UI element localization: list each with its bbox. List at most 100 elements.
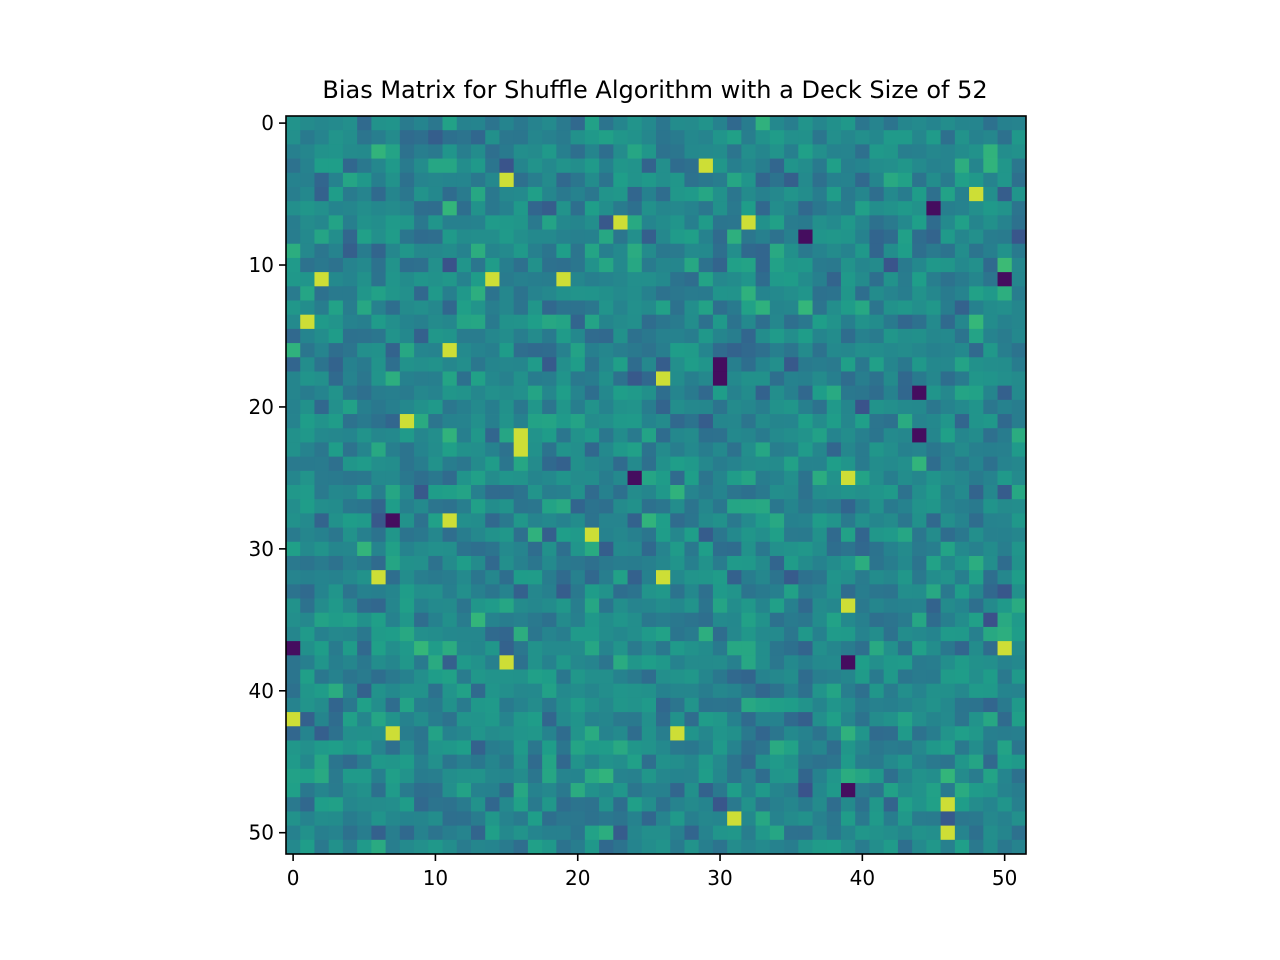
heatmap-cell: [328, 385, 344, 401]
heatmap-cell: [656, 584, 671, 599]
heatmap-cell: [371, 513, 387, 528]
heatmap-cell: [883, 371, 899, 387]
heatmap-cell: [841, 357, 856, 372]
heatmap-cell: [399, 754, 415, 770]
heatmap-cell: [769, 328, 785, 344]
heatmap-cell: [371, 726, 387, 741]
heatmap-cell: [670, 598, 685, 614]
heatmap-cell: [969, 314, 984, 330]
heatmap-cell: [755, 186, 771, 202]
heatmap-cell: [741, 343, 757, 358]
heatmap-cell: [485, 116, 500, 131]
heatmap-cell: [357, 116, 372, 131]
heatmap-cell: [499, 797, 515, 812]
heatmap-cell: [926, 527, 942, 543]
heatmap-cell: [769, 697, 785, 713]
heatmap-cell: [656, 839, 671, 855]
heatmap-cell: [385, 257, 401, 273]
heatmap-cell: [940, 626, 956, 642]
heatmap-cell: [371, 130, 387, 145]
heatmap-cell: [784, 811, 799, 827]
heatmap-cell: [656, 513, 671, 528]
heatmap-cell: [286, 144, 301, 159]
heatmap-cell: [527, 598, 543, 614]
heatmap-cell: [841, 499, 856, 514]
heatmap-cell: [755, 839, 771, 855]
heatmap-cell: [584, 371, 600, 387]
heatmap-cell: [342, 697, 358, 713]
heatmap-cell: [926, 158, 942, 174]
heatmap-cell: [769, 215, 785, 230]
heatmap-cell: [286, 201, 301, 216]
heatmap-cell: [698, 527, 714, 543]
heatmap-cell: [997, 825, 1013, 841]
heatmap-cell: [314, 428, 330, 443]
heatmap-cell: [755, 357, 771, 372]
heatmap-cell: [969, 116, 984, 131]
heatmap-cell: [542, 414, 557, 429]
heatmap-cell: [456, 768, 472, 784]
heatmap-cell: [414, 328, 429, 344]
heatmap-cell: [769, 172, 785, 188]
heatmap-cell: [542, 201, 557, 216]
heatmap-cell: [883, 385, 899, 401]
heatmap-cell: [371, 257, 387, 273]
heatmap-cell: [442, 783, 458, 798]
heatmap-cell: [556, 371, 572, 387]
heatmap-cell: [328, 768, 344, 784]
heatmap-cell: [399, 811, 415, 827]
heatmap-cell: [641, 428, 657, 443]
heatmap-cell: [897, 357, 913, 372]
heatmap-cell: [471, 598, 486, 614]
heatmap-cell: [627, 683, 643, 699]
heatmap-cell: [954, 385, 970, 401]
heatmap-cell: [769, 712, 785, 727]
heatmap-cell: [969, 186, 984, 202]
heatmap-cell: [812, 740, 828, 756]
heatmap-cell: [584, 428, 600, 443]
heatmap-cell: [471, 286, 486, 301]
heatmap-cell: [357, 357, 372, 372]
heatmap-cell: [371, 626, 387, 642]
x-tick-label: 40: [850, 866, 875, 890]
heatmap-cell: [456, 300, 472, 316]
heatmap-cell: [399, 201, 415, 216]
heatmap-cell: [442, 825, 458, 841]
heatmap-cell: [599, 272, 614, 287]
heatmap-cell: [954, 186, 970, 202]
heatmap-cell: [812, 598, 828, 614]
heatmap-cell: [599, 172, 614, 188]
heatmap-cell: [314, 243, 330, 259]
heatmap-cell: [371, 172, 387, 188]
heatmap-cell: [471, 740, 486, 756]
heatmap-cell: [656, 555, 671, 571]
heatmap-cell: [300, 641, 315, 656]
heatmap-cell: [997, 570, 1013, 585]
heatmap-cell: [656, 272, 671, 287]
heatmap-cell: [385, 669, 401, 685]
heatmap-cell: [954, 726, 970, 741]
heatmap-cell: [755, 612, 771, 628]
heatmap-cell: [542, 783, 557, 798]
heatmap-cell: [997, 740, 1013, 756]
heatmap-cell: [584, 399, 600, 415]
heatmap-cell: [556, 598, 572, 614]
heatmap-cell: [414, 428, 429, 443]
heatmap-cell: [342, 414, 358, 429]
heatmap-cell: [656, 470, 671, 486]
heatmap-cell: [897, 754, 913, 770]
heatmap-cell: [456, 683, 472, 699]
heatmap-cell: [371, 300, 387, 316]
heatmap-cell: [784, 570, 799, 585]
heatmap-cell: [328, 740, 344, 756]
heatmap-cell: [641, 314, 657, 330]
heatmap-cell: [542, 754, 557, 770]
heatmap-cell: [954, 144, 970, 159]
heatmap-cell: [371, 768, 387, 784]
heatmap-cell: [542, 626, 557, 642]
heatmap-cell: [897, 740, 913, 756]
heatmap-cell: [300, 598, 315, 614]
heatmap-cell: [798, 158, 813, 174]
heatmap-cell: [556, 740, 572, 756]
heatmap-cell: [542, 839, 557, 855]
